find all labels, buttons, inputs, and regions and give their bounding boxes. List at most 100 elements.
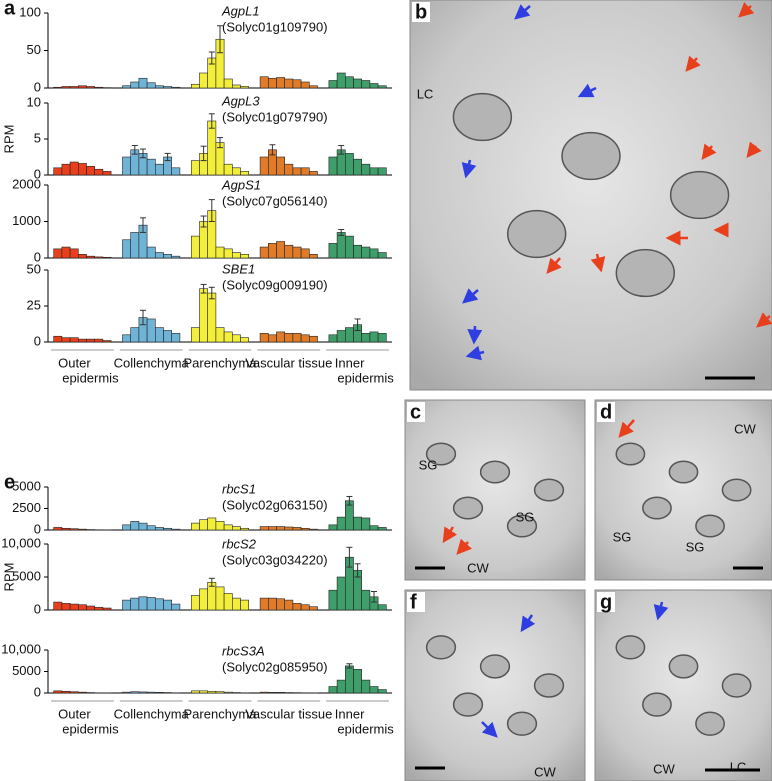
gene-name: AgpL1: [221, 3, 260, 18]
bar: [61, 527, 71, 531]
y-tick-label: 1000: [12, 213, 41, 228]
bar: [308, 85, 318, 89]
bar: [138, 691, 148, 694]
group-label: Outer: [58, 355, 91, 370]
bar: [377, 85, 387, 89]
bar: [53, 527, 63, 531]
gene-name: SBE1: [222, 261, 255, 276]
micrograph-annotation: CW: [734, 421, 756, 436]
gene-name: rbcS2: [222, 536, 257, 551]
arrow: [746, 141, 762, 158]
bar: [102, 256, 112, 259]
bar: [284, 333, 294, 343]
bar: [259, 597, 269, 611]
bar: [369, 525, 379, 531]
y-tick-label: 50: [27, 42, 41, 57]
bar: [130, 521, 140, 531]
bar: [267, 334, 277, 343]
micrograph-annotation: CW: [467, 560, 489, 575]
bar: [163, 254, 172, 259]
bar: [69, 86, 79, 89]
bar: [122, 334, 131, 343]
bar: [223, 248, 233, 259]
bar: [369, 248, 379, 259]
bar: [171, 86, 181, 89]
organelle: [533, 673, 565, 698]
bar: [353, 78, 362, 89]
bar: [130, 81, 140, 89]
organelle: [695, 514, 725, 538]
bar: [215, 327, 225, 343]
bar: [207, 292, 217, 343]
y-tick-label: 10,000: [1, 641, 41, 656]
bar: [240, 337, 249, 343]
bar: [353, 669, 362, 694]
bar: [369, 331, 379, 343]
bar: [284, 78, 294, 89]
y-axis-label: RPM: [1, 563, 16, 592]
panel-label: d: [600, 401, 612, 423]
bar: [53, 86, 63, 89]
bar: [199, 72, 208, 89]
bar: [191, 595, 200, 611]
bar: [232, 597, 241, 611]
organelle: [533, 478, 565, 502]
bar: [130, 327, 140, 343]
organelle: [425, 442, 457, 466]
panel-label-bg: [407, 402, 425, 422]
bar: [191, 235, 200, 259]
bar: [336, 232, 346, 259]
organelle: [506, 514, 538, 538]
bar: [171, 255, 181, 259]
panel-label: c: [410, 401, 421, 423]
y-tick-label: 0: [34, 333, 41, 348]
bar: [232, 167, 241, 176]
bar: [130, 597, 140, 611]
bar: [300, 334, 310, 343]
bar: [276, 156, 285, 176]
bar: [102, 607, 112, 611]
bar: [369, 167, 379, 176]
bar: [122, 524, 131, 531]
bar: [122, 239, 131, 259]
organelle: [615, 635, 646, 660]
bar: [267, 243, 277, 259]
bar: [267, 597, 277, 611]
bar: [259, 246, 269, 259]
bar: [86, 166, 95, 176]
bar: [122, 85, 131, 89]
organelle: [452, 92, 513, 142]
bar: [276, 526, 285, 531]
bar: [86, 605, 95, 611]
bar: [138, 596, 148, 611]
bar: [300, 167, 310, 176]
bar: [369, 686, 379, 694]
y-tick-label: 5000: [12, 478, 41, 493]
panel-label: f: [410, 591, 417, 613]
bar: [78, 338, 87, 343]
panel-label: g: [600, 591, 612, 613]
bar: [61, 603, 71, 611]
group-label: Parenchyma: [184, 706, 258, 721]
bar: [130, 232, 140, 259]
arrow: [618, 419, 635, 438]
bar: [146, 525, 156, 531]
panel-label: a: [4, 0, 16, 19]
bar: [146, 691, 156, 694]
organelle: [561, 131, 621, 181]
y-tick-label: 10: [27, 94, 41, 109]
micrograph-annotation: CW: [534, 764, 556, 779]
gene-name: AgpL3: [221, 93, 260, 108]
bar: [308, 171, 318, 176]
bar: [300, 81, 310, 89]
bar: [308, 335, 318, 343]
bar: [223, 691, 233, 694]
bar: [163, 599, 172, 611]
group-label: epidermis: [337, 721, 394, 736]
group-label: epidermis: [337, 370, 394, 385]
y-tick-label: 10,000: [1, 535, 41, 550]
bar: [163, 330, 172, 343]
y-tick-label: 0: [34, 166, 41, 181]
bar: [102, 340, 112, 343]
